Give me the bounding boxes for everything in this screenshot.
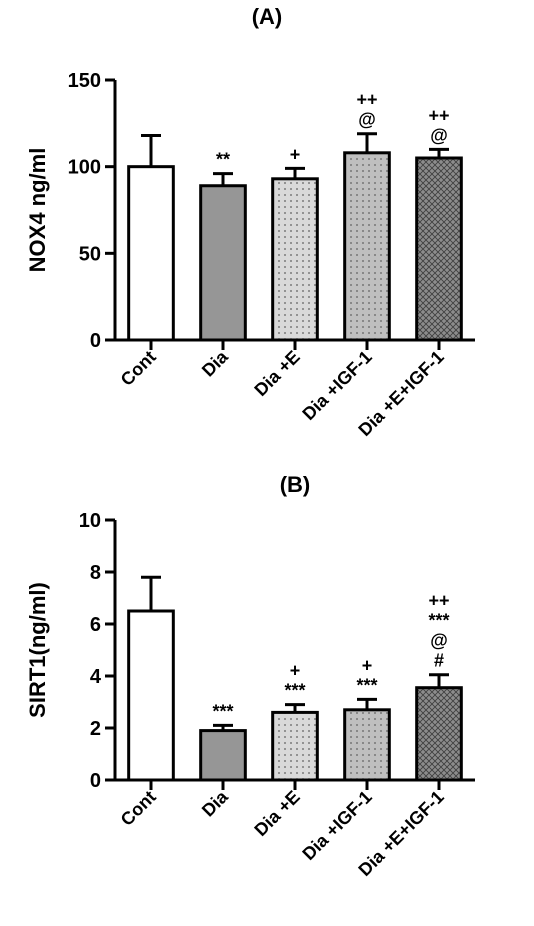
svg-text:Cont: Cont	[117, 347, 160, 390]
svg-text:100: 100	[68, 157, 101, 179]
svg-text:8: 8	[90, 562, 101, 584]
svg-text:50: 50	[79, 243, 101, 265]
panel-a-chart: 050100150NOX4 ng/mlCont**Dia+Dia +E@++Di…	[0, 30, 534, 500]
svg-text:++: ++	[356, 90, 377, 110]
svg-text:+: +	[362, 655, 373, 675]
svg-text:(B): (B)	[280, 472, 311, 497]
svg-text:Dia +IGF-1: Dia +IGF-1	[298, 787, 375, 864]
svg-text:Dia +IGF-1: Dia +IGF-1	[298, 347, 375, 424]
svg-text:10: 10	[79, 510, 101, 532]
svg-text:**: **	[216, 150, 230, 170]
svg-text:+: +	[290, 661, 301, 681]
svg-text:Dia: Dia	[198, 786, 233, 821]
svg-text:***: ***	[212, 701, 233, 721]
svg-text:+: +	[290, 144, 301, 164]
svg-text:Dia +E: Dia +E	[250, 347, 303, 400]
svg-text:@: @	[358, 110, 376, 130]
svg-text:Dia +E: Dia +E	[250, 787, 303, 840]
svg-text:2: 2	[90, 718, 101, 740]
svg-text:4: 4	[90, 666, 102, 688]
panel-a-title: (A)	[0, 4, 534, 30]
svg-text:++: ++	[428, 105, 449, 125]
svg-text:NOX4 ng/ml: NOX4 ng/ml	[25, 148, 50, 273]
svg-text:***: ***	[428, 611, 449, 631]
svg-text:6: 6	[90, 614, 101, 636]
svg-text:#: #	[434, 651, 444, 671]
svg-text:0: 0	[90, 330, 101, 352]
svg-text:SIRT1(ng/ml): SIRT1(ng/ml)	[25, 582, 50, 718]
svg-text:++: ++	[428, 591, 449, 611]
svg-text:@: @	[430, 125, 448, 145]
svg-text:***: ***	[356, 675, 377, 695]
panel-b: (B)0246810SIRT1(ng/ml)Cont***Dia***+Dia …	[0, 470, 534, 926]
svg-text:Dia: Dia	[198, 346, 233, 381]
svg-text:150: 150	[68, 70, 101, 92]
svg-text:@: @	[430, 631, 448, 651]
svg-text:***: ***	[284, 681, 305, 701]
panel-a: (A) 0 50 100 150 NOX4 ng/ml Cont ** Dia + Dia +E @…	[0, 0, 534, 500]
panel-b-chart: (B)0246810SIRT1(ng/ml)Cont***Dia***+Dia …	[0, 470, 534, 926]
svg-text:0: 0	[90, 770, 101, 792]
svg-text:Cont: Cont	[117, 787, 160, 830]
